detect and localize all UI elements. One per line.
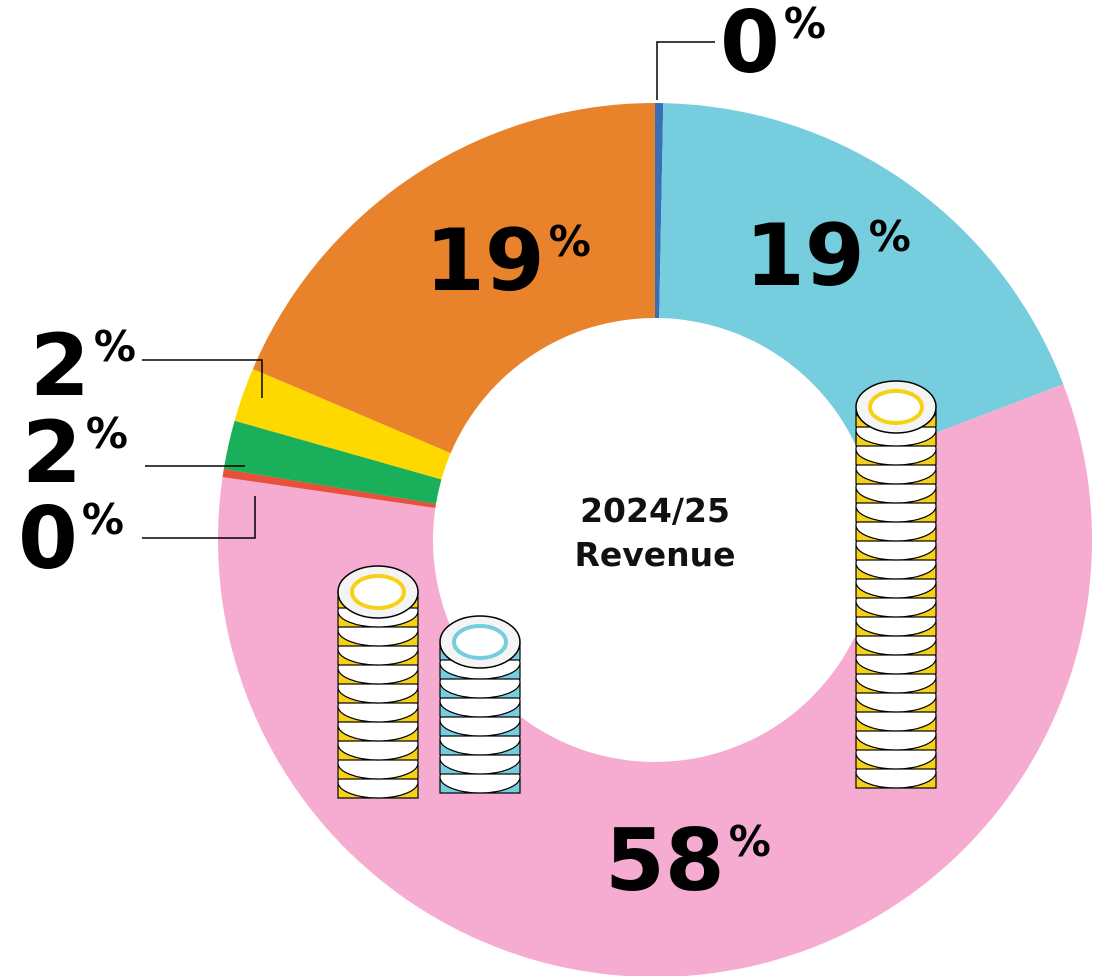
coin-face (870, 391, 922, 423)
value-label: 0% (18, 489, 124, 589)
coin-face (454, 626, 506, 658)
coin-face (352, 576, 404, 608)
value-label: 0% (720, 0, 826, 93)
value-label: 2% (30, 316, 136, 416)
leader-line (657, 42, 715, 100)
chart: 2024/25Revenue 0%19%58%0%2%2%19% (0, 0, 1101, 976)
value-label: 2% (22, 403, 128, 503)
